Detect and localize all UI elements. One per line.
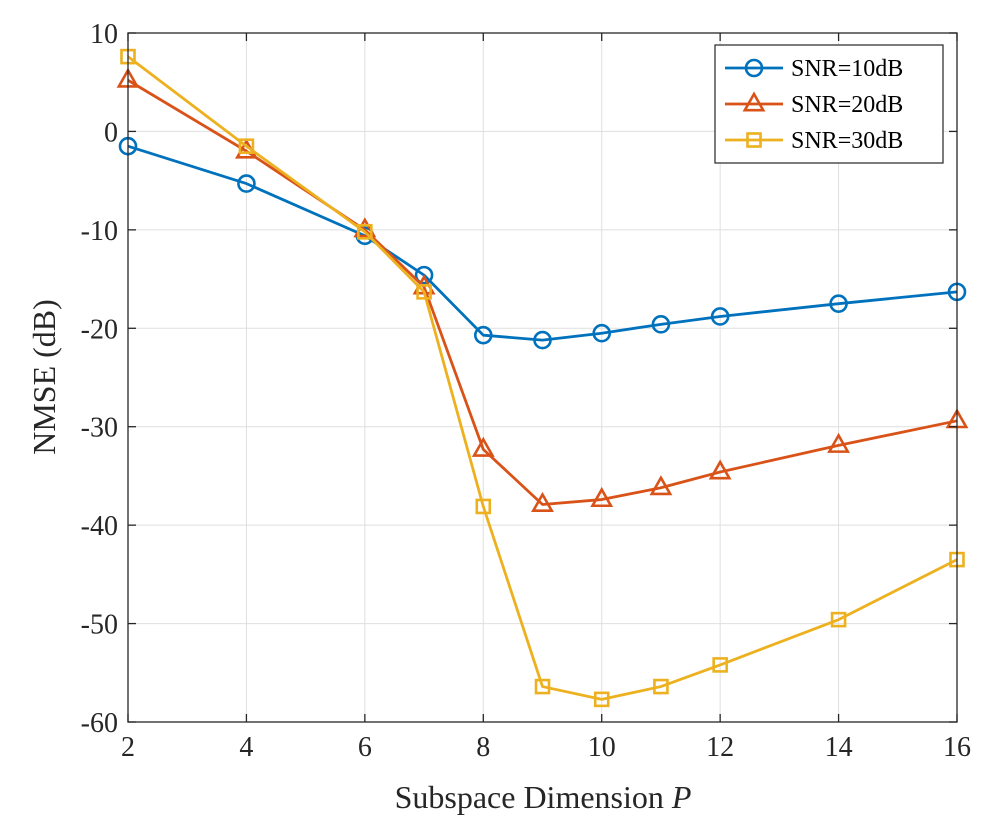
data-point	[653, 678, 669, 695]
legend-entry: SNR=20dB	[791, 92, 903, 118]
data-point	[416, 284, 432, 300]
y-tick-label: -40	[81, 511, 118, 542]
data-point	[827, 432, 851, 453]
x-axis-label: Subspace Dimension P	[395, 779, 692, 815]
y-tick-label: -50	[81, 610, 118, 641]
y-tick-label: -60	[81, 708, 118, 739]
x-tick-label: 12	[706, 732, 734, 763]
plot-frame	[127, 32, 958, 723]
series-line	[127, 55, 958, 701]
legend-entry: SNR=10dB	[791, 56, 903, 82]
data-point	[590, 486, 614, 508]
data-point	[414, 265, 434, 285]
series-snr-30db	[120, 48, 965, 708]
x-tick-label: 8	[476, 732, 490, 763]
y-tick-label: -10	[81, 216, 118, 247]
data-point	[471, 436, 495, 457]
x-tick-label: 2	[121, 732, 135, 763]
data-point	[712, 657, 728, 673]
x-tick-label: 14	[825, 732, 853, 763]
data-point	[710, 307, 730, 326]
series-line	[127, 144, 958, 342]
legend-marker	[742, 91, 766, 112]
data-point	[649, 475, 673, 496]
data-point	[592, 323, 612, 343]
data-point	[829, 294, 848, 313]
data-point	[651, 315, 671, 334]
x-tick-label: 6	[358, 732, 372, 763]
data-point	[593, 691, 610, 708]
x-tick-label: 10	[588, 732, 616, 763]
series-layer	[116, 48, 969, 708]
data-point	[534, 678, 551, 695]
data-point	[237, 174, 256, 193]
data-point	[533, 330, 552, 350]
y-tick-label: 10	[90, 19, 118, 50]
y-tick-label: -30	[81, 413, 118, 444]
data-point	[475, 498, 492, 515]
tick-labels: 2 4 6 8 10 12 14 16 10 0 -10 -20 -30 -40 -50 -60	[81, 19, 971, 763]
legend-marker	[746, 132, 762, 148]
legend-marker	[744, 58, 764, 78]
axis-labels: Subspace Dimension P NMSE (dB)	[26, 299, 691, 815]
y-axis-label: NMSE (dB)	[26, 299, 62, 455]
legend-entry: SNR=30dB	[791, 128, 903, 154]
y-tick-label: -20	[81, 314, 118, 345]
x-axis-label-text: Subspace Dimension	[395, 779, 664, 815]
y-tick-label: 0	[104, 117, 118, 148]
data-point	[708, 459, 732, 480]
data-point	[473, 325, 493, 345]
data-point	[238, 138, 255, 154]
axes	[127, 32, 958, 723]
data-point	[531, 491, 554, 512]
data-point	[357, 224, 373, 240]
x-axis-label-variable: P	[671, 779, 692, 815]
x-tick-label: 16	[943, 732, 971, 763]
data-point	[830, 611, 847, 628]
legend: SNR=10dB SNR=20dB SNR=30dB	[714, 44, 944, 164]
x-tick-label: 4	[239, 732, 253, 763]
